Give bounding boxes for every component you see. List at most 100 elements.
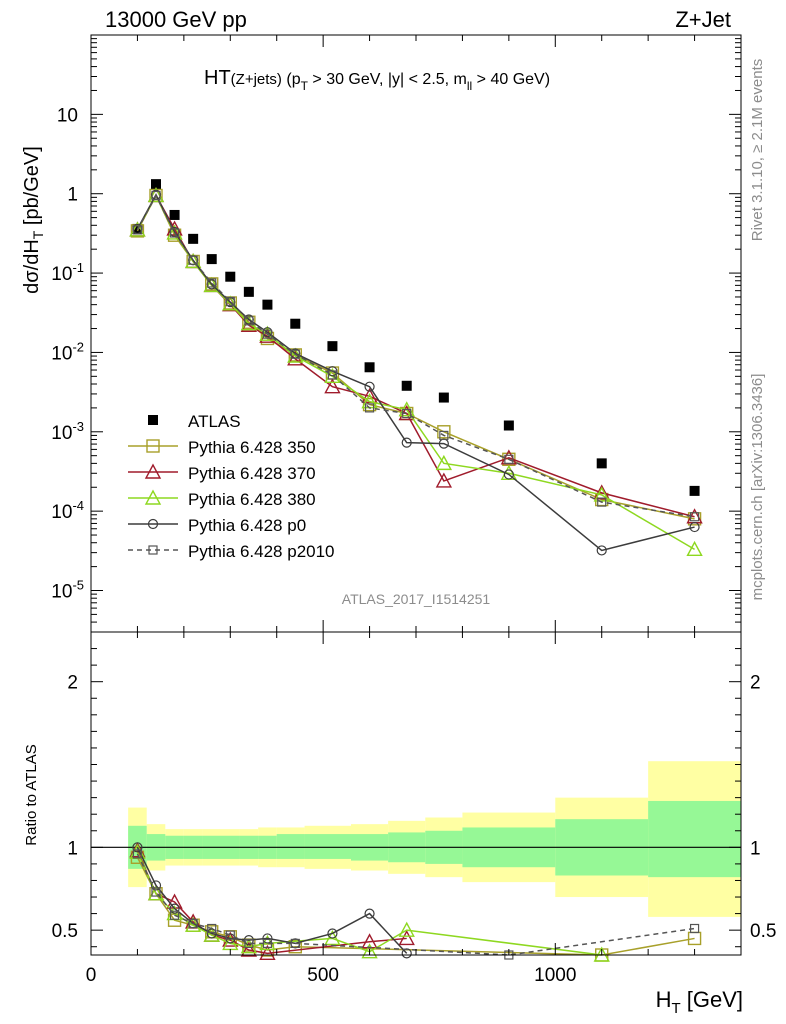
inner-band [276,834,305,859]
y-axis-label-ratio: Ratio to ATLAS [23,744,40,845]
data-point [364,908,375,919]
data-point [188,255,198,265]
data-point [169,228,180,238]
data-point [437,425,451,439]
inner-band [648,800,741,878]
legend: ATLAS Pythia 6.428 350 Pythia 6.428 370 Pyt… [128,412,335,561]
data-point [364,403,375,413]
legend-label: Pythia 6.428 p2010 [188,542,335,561]
analysis-id: ATLAS_2017_I1514251 [342,591,491,607]
x-axis-label: HT [GeV] [656,987,743,1017]
data-point [150,880,162,891]
data-point [144,489,162,505]
inner-band [304,834,351,859]
data-point [402,408,412,419]
ratio-frame [90,631,742,956]
data-point [593,486,610,502]
data-point [290,318,301,329]
data-point [244,316,254,326]
data-point [686,540,703,557]
x-tick-label: 0 [86,965,97,986]
x-tick-label: 500 [307,965,339,986]
data-point [597,497,607,507]
data-point [364,381,375,392]
data-point [148,415,158,425]
y-tick-label: 10-1 [51,260,84,285]
data-point [207,278,217,288]
series-line [136,193,695,518]
data-point [144,463,162,479]
data-point [262,938,273,949]
ratio-panel: 0 500 1000 0.5 0.5 1 1 2 2 [52,35,776,986]
rivet-label: Rivet 3.1.10, ≥ 2.1M events [749,59,766,242]
data-point [689,512,700,522]
y-tick-label: 10-2 [51,339,84,364]
data-point [290,938,300,949]
data-point [503,420,514,431]
data-point [398,929,415,946]
data-point [364,362,375,373]
y-axis-label-main: dσ/dHT [pb/GeV] [21,146,46,294]
data-point [132,849,143,859]
data-point [398,921,415,937]
legend-label: Pythia 6.428 p0 [188,516,306,535]
data-point [151,179,161,190]
data-point [132,225,143,235]
data-point [262,299,273,310]
data-point [324,929,341,946]
data-point [438,392,449,403]
ratio-tick-label: 2 [67,673,78,694]
data-point [327,341,338,352]
y-tick-label: 10 [57,105,78,126]
ratio-series-3 [132,842,412,959]
legend-label: Pythia 6.428 380 [188,490,316,509]
data-point [148,545,158,555]
legend-label: ATLAS [188,412,241,431]
mcplots-label: mcplots.cern.ch [arXiv:1306.3436] [749,374,766,601]
data-point [169,910,180,920]
data-point [593,484,610,500]
data-point [689,923,700,934]
data-point [262,329,273,339]
data-point [327,370,338,380]
ratio-tick-label-right: 0.5 [750,921,776,942]
data-point [290,349,300,359]
ratio-tick-label: 0.5 [52,921,78,942]
data-point [225,296,235,306]
data-point [435,472,453,488]
data-point [151,887,161,897]
x-tick-label: 1000 [534,965,576,986]
ratio-tick-label-right: 2 [750,673,761,694]
y-tick-label: 10-4 [51,498,84,523]
data-point [259,944,276,961]
y-tick-label: 10-5 [51,578,84,603]
data-point [439,430,449,441]
header-right: Z+Jet [675,7,731,32]
data-point [244,938,254,949]
header-left: 13000 GeV pp [105,7,247,32]
data-point [132,842,143,853]
data-point [169,209,180,220]
data-point [689,485,700,496]
main-panel: 10 1 10-1 10-2 10-3 10-4 10-5 [51,34,742,633]
data-point [206,254,217,265]
data-point [503,469,514,480]
data-point [596,458,607,469]
data-point [435,454,453,471]
data-point [401,437,412,448]
legend-label: Pythia 6.428 370 [188,464,316,483]
data-point [151,190,161,201]
data-point [504,454,514,464]
y-tick-label: 1 [67,185,78,206]
data-point [188,918,198,929]
data-point [262,933,273,944]
ratio-tick-label-right: 1 [750,838,761,859]
legend-label: Pythia 6.428 350 [188,438,316,457]
data-point [596,545,607,556]
data-point [324,378,341,394]
data-point [240,941,258,957]
data-point [689,521,700,533]
data-point [401,380,412,391]
data-point [327,928,338,939]
